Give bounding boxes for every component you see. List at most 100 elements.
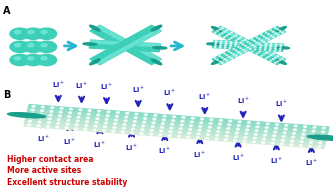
Circle shape [123,124,126,125]
Circle shape [126,112,129,114]
Circle shape [104,122,107,124]
Circle shape [265,127,268,128]
Circle shape [70,108,73,110]
Circle shape [133,121,136,122]
Circle shape [235,44,236,45]
Circle shape [231,32,232,33]
Circle shape [196,137,199,138]
Circle shape [276,124,278,125]
Circle shape [221,33,223,34]
Circle shape [247,47,248,48]
Circle shape [265,43,267,44]
Circle shape [228,51,230,52]
Circle shape [254,41,255,42]
Circle shape [300,141,303,143]
Circle shape [238,121,241,122]
Circle shape [290,144,293,146]
Circle shape [23,41,43,53]
Circle shape [268,56,269,57]
Circle shape [38,121,41,123]
Polygon shape [24,125,324,148]
Circle shape [208,126,211,128]
Circle shape [168,135,171,136]
Circle shape [259,49,261,50]
Circle shape [152,122,155,124]
Circle shape [199,125,202,127]
Polygon shape [27,113,327,136]
Polygon shape [96,29,161,64]
Circle shape [282,58,283,59]
Circle shape [86,121,89,122]
Polygon shape [90,25,162,65]
Circle shape [247,122,250,123]
Circle shape [77,116,80,118]
Circle shape [235,46,236,47]
Circle shape [256,53,258,54]
Circle shape [162,123,165,124]
Circle shape [259,52,260,53]
Circle shape [85,125,88,126]
Polygon shape [25,123,324,146]
Circle shape [242,49,244,50]
Circle shape [153,118,156,120]
Circle shape [275,33,276,34]
Circle shape [209,122,212,124]
Circle shape [37,125,40,126]
Circle shape [238,44,239,45]
Circle shape [78,113,81,114]
Circle shape [171,123,174,125]
Polygon shape [26,118,326,141]
Circle shape [277,34,279,35]
Polygon shape [29,105,329,129]
Text: B: B [3,90,11,100]
Polygon shape [28,109,328,132]
Circle shape [28,57,34,60]
Circle shape [303,130,306,131]
Circle shape [275,46,276,47]
Circle shape [245,39,246,40]
Polygon shape [28,107,328,131]
Circle shape [311,134,314,136]
Circle shape [281,139,284,141]
Circle shape [277,29,279,30]
Circle shape [233,49,234,50]
Polygon shape [218,27,285,61]
Circle shape [163,115,166,117]
Circle shape [50,111,53,112]
Circle shape [201,118,203,120]
Text: Li$^+$: Li$^+$ [237,95,249,105]
Circle shape [41,106,44,108]
Circle shape [28,43,34,47]
Circle shape [161,126,164,128]
Circle shape [125,116,128,118]
Text: Li$^+$: Li$^+$ [164,88,176,98]
Circle shape [242,41,244,42]
Circle shape [254,44,255,45]
Circle shape [219,34,220,35]
Circle shape [87,117,90,119]
Text: Li$^+$: Li$^+$ [270,156,283,166]
Circle shape [58,115,61,117]
Circle shape [28,30,34,34]
Circle shape [252,141,255,143]
Polygon shape [90,40,161,47]
Circle shape [301,137,304,139]
Text: Li$^+$: Li$^+$ [125,143,138,153]
Circle shape [245,42,247,43]
Text: A: A [3,6,11,16]
Circle shape [225,43,226,44]
Circle shape [40,114,43,115]
Circle shape [219,56,220,57]
Circle shape [225,45,226,46]
Circle shape [256,42,258,43]
Circle shape [215,138,218,140]
Circle shape [220,41,222,42]
Circle shape [261,40,262,41]
Text: Li$^+$: Li$^+$ [75,80,88,91]
Polygon shape [90,25,162,65]
Circle shape [280,48,281,49]
Circle shape [283,132,286,134]
Text: Li$^+$: Li$^+$ [52,79,65,90]
Circle shape [293,129,296,131]
Circle shape [113,127,116,128]
